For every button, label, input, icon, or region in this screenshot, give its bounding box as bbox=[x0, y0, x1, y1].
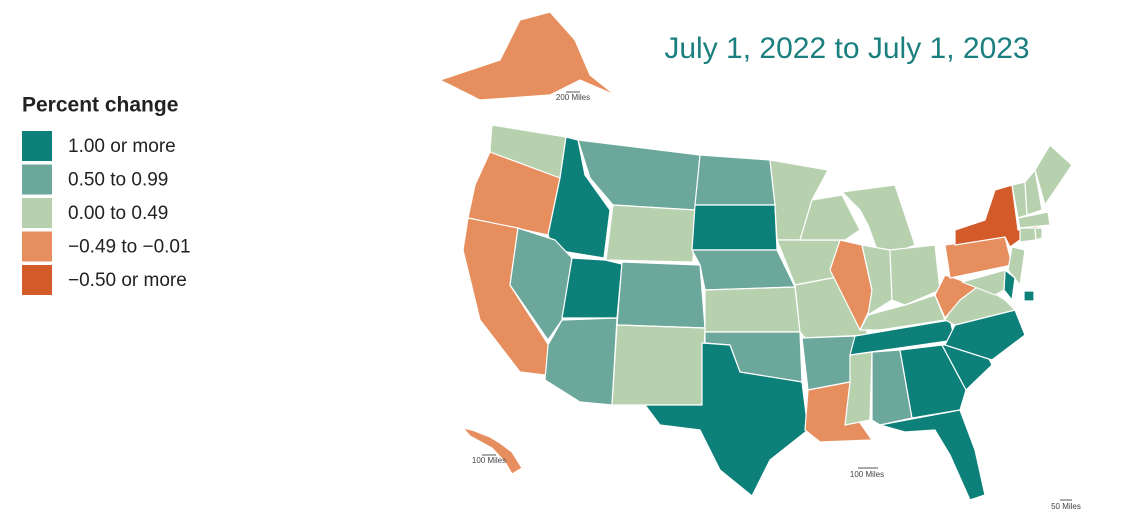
legend: 1.00 or more 0.50 to 0.99 0.00 to 0.49 −0.4… bbox=[22, 131, 191, 295]
legend-label: 1.00 or more bbox=[68, 136, 176, 157]
region bbox=[691, 249, 796, 291]
legend-title: Percent change bbox=[22, 94, 178, 117]
region bbox=[1019, 227, 1037, 243]
legend-swatch bbox=[22, 198, 52, 228]
region bbox=[899, 344, 967, 419]
region bbox=[1023, 290, 1035, 302]
region bbox=[889, 244, 941, 306]
title: July 1, 2022 to July 1, 2023 bbox=[664, 32, 1029, 65]
legend-label: 0.50 to 0.99 bbox=[68, 170, 168, 191]
region bbox=[844, 351, 873, 426]
region bbox=[544, 317, 618, 406]
region bbox=[961, 269, 1006, 296]
region bbox=[616, 261, 706, 329]
region bbox=[691, 204, 778, 251]
region bbox=[1007, 246, 1026, 286]
region bbox=[801, 335, 856, 391]
region bbox=[1017, 211, 1051, 229]
region bbox=[879, 409, 986, 501]
region bbox=[799, 194, 861, 241]
region bbox=[605, 204, 696, 263]
region bbox=[1034, 144, 1073, 206]
region bbox=[1024, 169, 1043, 216]
legend-label: −0.49 to −0.01 bbox=[68, 237, 191, 258]
region bbox=[462, 427, 523, 475]
region bbox=[439, 11, 616, 101]
region bbox=[861, 244, 893, 316]
legend-label: 0.00 to 0.49 bbox=[68, 203, 168, 224]
region bbox=[694, 154, 776, 206]
region bbox=[561, 257, 623, 319]
region bbox=[547, 136, 611, 259]
region bbox=[644, 342, 809, 497]
region bbox=[1034, 227, 1043, 241]
scale-label: 100 Miles bbox=[850, 470, 884, 479]
legend-swatch bbox=[22, 164, 52, 195]
scale-bars bbox=[482, 91, 1072, 501]
scale-label: 50 Miles bbox=[1051, 502, 1081, 511]
region bbox=[611, 324, 706, 406]
regions bbox=[439, 11, 1073, 501]
region bbox=[704, 286, 801, 333]
legend-label: −0.50 or more bbox=[68, 270, 187, 291]
scale-label: 200 Miles bbox=[556, 93, 590, 102]
scale-label: 100 Miles bbox=[472, 456, 506, 465]
legend-swatch bbox=[22, 265, 52, 295]
legend-swatch bbox=[22, 231, 52, 262]
legend-swatch bbox=[22, 131, 52, 161]
